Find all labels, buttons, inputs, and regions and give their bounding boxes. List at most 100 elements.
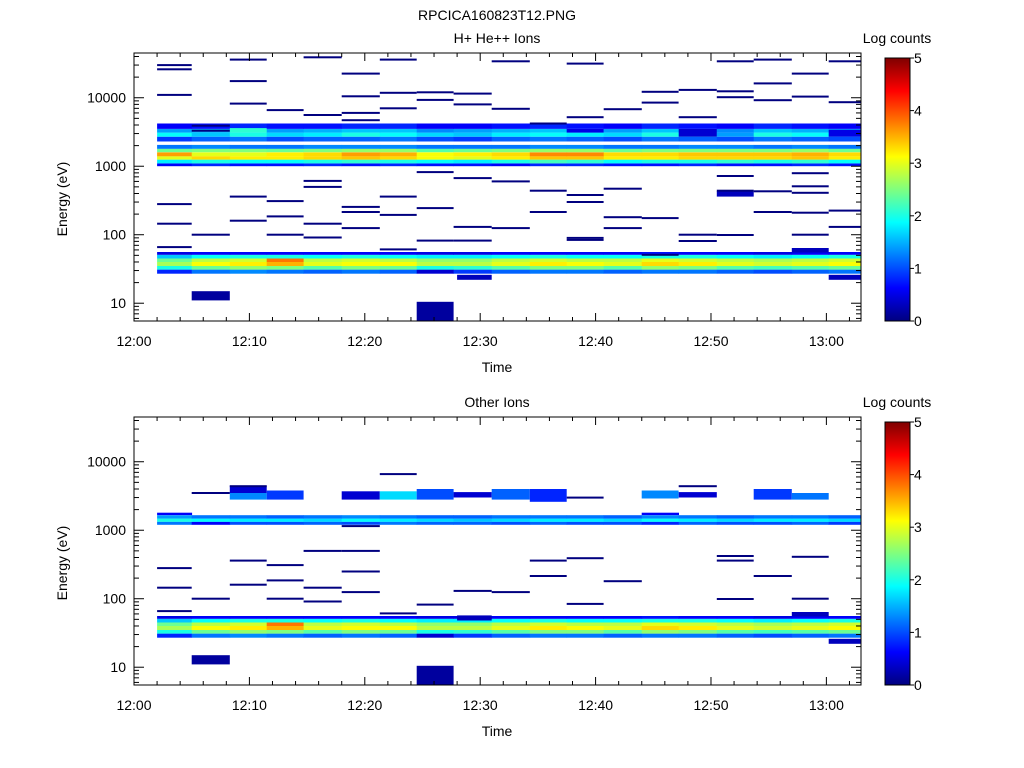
heatmap-cell — [416, 136, 454, 142]
heatmap-cell — [828, 616, 862, 619]
heatmap-cell — [566, 136, 604, 142]
x-tick-label: 12:20 — [347, 697, 382, 713]
x-tick-label: 12:30 — [463, 697, 498, 713]
colorbar-tick-label: 5 — [914, 414, 922, 430]
heatmap-cell — [157, 262, 193, 266]
heatmap-cell — [341, 156, 381, 160]
heatmap-cell — [229, 258, 268, 262]
heatmap-cell — [266, 630, 304, 634]
heatmap-cell — [603, 252, 643, 255]
heatmap-cell — [416, 633, 454, 638]
heatmap-cell — [566, 622, 604, 626]
heatmap-cell — [566, 156, 604, 160]
heatmap-cell — [229, 144, 268, 149]
heatmap-cell — [191, 152, 231, 157]
heatmap-cell — [678, 148, 718, 153]
heatmap-cell — [157, 252, 193, 255]
heatmap-cell — [416, 630, 454, 634]
heatmap-cell — [157, 64, 192, 67]
heatmap-cell — [566, 521, 604, 525]
heatmap-cell — [266, 597, 304, 600]
heatmap-cell — [716, 163, 755, 167]
heatmap-cell — [678, 485, 717, 488]
heatmap-cell — [229, 163, 268, 167]
heatmap-cell — [753, 190, 792, 193]
panel-title: Other Ions — [464, 394, 529, 410]
panel-title: H+ He++ Ions — [454, 30, 541, 46]
panel-h-he-ions: H+ He++ Ions 12:00 12:10 12:20 12:30 12:40 12… — [54, 30, 931, 375]
heatmap-cell — [266, 564, 304, 567]
heatmap-cell — [229, 485, 267, 493]
heatmap-cell — [641, 132, 679, 137]
heatmap-cell — [379, 136, 418, 142]
heatmap-cell — [229, 219, 267, 222]
heatmap-cell — [341, 591, 380, 594]
heatmap-cell — [603, 258, 643, 262]
heatmap-cell — [191, 597, 230, 600]
heatmap-cell — [157, 136, 193, 142]
heatmap-cell — [566, 194, 604, 196]
heatmap-cell — [416, 171, 454, 174]
heatmap-cell — [453, 630, 493, 634]
heatmap-cell — [491, 633, 531, 638]
heatmap-cell — [229, 633, 268, 638]
heatmap-cell — [716, 266, 755, 270]
heatmap-cell — [157, 610, 192, 613]
heatmap-cell — [753, 575, 792, 577]
heatmap-cell — [603, 156, 643, 160]
heatmap-cell — [416, 129, 454, 133]
heatmap-cell — [491, 107, 530, 110]
heatmap-cell — [341, 515, 381, 519]
heatmap-cell — [191, 254, 231, 259]
heatmap-cell — [191, 136, 231, 142]
heatmap-cell — [828, 638, 861, 644]
heatmap-cell — [379, 473, 417, 476]
heatmap-cell — [266, 266, 304, 270]
heatmap-cell — [229, 136, 268, 142]
heatmap-cell — [341, 258, 381, 262]
heatmap-cell — [678, 630, 718, 634]
heatmap-plot-area — [157, 56, 862, 321]
heatmap-cell — [303, 633, 343, 638]
heatmap-cell — [157, 512, 193, 516]
heatmap-cell — [828, 630, 862, 634]
heatmap-cell — [641, 90, 679, 93]
heatmap-cell — [266, 163, 304, 167]
heatmap-cell — [416, 98, 454, 101]
heatmap-cell — [491, 591, 530, 594]
heatmap-cell — [791, 269, 830, 274]
heatmap-cell — [157, 626, 193, 630]
heatmap-cell — [229, 626, 268, 630]
heatmap-cell — [678, 266, 718, 270]
heatmap-cell — [791, 597, 829, 600]
heatmap-cell — [716, 136, 755, 142]
heatmap-cell — [791, 612, 829, 617]
heatmap-cell — [303, 269, 343, 274]
heatmap-cell — [491, 144, 531, 149]
heatmap-cell — [828, 626, 862, 630]
heatmap-cell — [716, 521, 755, 525]
heatmap-cell — [266, 518, 304, 522]
heatmap-cell — [379, 269, 418, 274]
heatmap-cell — [678, 622, 718, 626]
colorbar-gradient — [884, 421, 911, 686]
heatmap-cell — [641, 148, 679, 153]
heatmap-cell — [641, 266, 679, 270]
heatmap-cell — [303, 515, 343, 519]
heatmap-cell — [641, 123, 679, 129]
heatmap-cell — [229, 583, 267, 586]
heatmap-cell — [303, 254, 343, 259]
heatmap-cell — [641, 254, 679, 259]
x-tick-label: 12:40 — [578, 697, 613, 713]
heatmap-cell — [379, 612, 417, 615]
heatmap-cell — [791, 136, 830, 142]
heatmap-cell — [453, 622, 493, 626]
heatmap-cell — [641, 163, 679, 167]
x-tick-label: 12:00 — [116, 333, 151, 349]
heatmap-cell — [157, 246, 192, 249]
heatmap-cell — [229, 521, 268, 525]
heatmap-cell — [303, 159, 343, 164]
heatmap-cell — [791, 618, 830, 623]
heatmap-cell — [341, 262, 381, 266]
heatmap-cell — [641, 512, 679, 516]
